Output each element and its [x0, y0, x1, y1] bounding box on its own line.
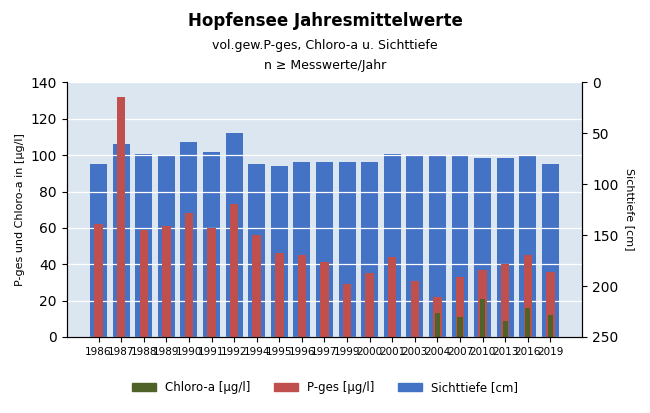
Bar — [252, 235, 261, 337]
Bar — [365, 273, 374, 337]
Bar — [497, 158, 514, 337]
Y-axis label: P-ges und Chloro-a in [µg/l]: P-ges und Chloro-a in [µg/l] — [15, 133, 25, 286]
Bar — [435, 313, 440, 337]
Bar — [411, 280, 419, 337]
Bar — [162, 226, 170, 337]
Bar — [478, 270, 487, 337]
Bar — [480, 299, 485, 337]
Bar — [117, 97, 125, 337]
Bar — [343, 284, 351, 337]
Bar — [458, 317, 463, 337]
Bar — [181, 142, 198, 337]
Bar — [94, 224, 103, 337]
Bar — [523, 255, 532, 337]
Bar — [384, 154, 400, 337]
Bar — [112, 144, 129, 337]
Bar — [90, 164, 107, 337]
Bar — [361, 162, 378, 337]
Bar — [158, 156, 175, 337]
Bar — [248, 164, 265, 337]
Bar — [320, 262, 329, 337]
Bar — [406, 156, 423, 337]
Bar — [226, 133, 242, 337]
Bar — [456, 277, 464, 337]
Bar — [140, 230, 148, 337]
Bar — [433, 297, 441, 337]
Bar — [501, 264, 510, 337]
Bar — [452, 156, 469, 337]
Y-axis label: Sichttiefe [cm]: Sichttiefe [cm] — [625, 169, 635, 251]
Bar — [525, 308, 530, 337]
Text: vol.gew.P-ges, Chloro-a u. Sichttiefe: vol.gew.P-ges, Chloro-a u. Sichttiefe — [212, 39, 438, 52]
Bar — [429, 156, 446, 337]
Text: Hopfensee Jahresmittelwerte: Hopfensee Jahresmittelwerte — [188, 12, 462, 31]
Bar — [271, 166, 288, 337]
Bar — [207, 228, 216, 337]
Bar — [519, 156, 536, 337]
Bar — [275, 253, 283, 337]
Legend: Chloro-a [µg/l], P-ges [µg/l], Sichttiefe [cm]: Chloro-a [µg/l], P-ges [µg/l], Sichttief… — [127, 376, 523, 399]
Bar — [203, 152, 220, 337]
Bar — [388, 257, 396, 337]
Bar — [316, 162, 333, 337]
Bar — [546, 271, 554, 337]
Text: n ≥ Messwerte/Jahr: n ≥ Messwerte/Jahr — [264, 59, 386, 71]
Bar — [293, 162, 310, 337]
Bar — [548, 315, 553, 337]
Bar — [542, 164, 559, 337]
Bar — [474, 158, 491, 337]
Bar — [185, 214, 193, 337]
Bar — [230, 204, 239, 337]
Bar — [502, 320, 508, 337]
Bar — [298, 255, 306, 337]
Bar — [339, 162, 356, 337]
Bar — [135, 154, 152, 337]
